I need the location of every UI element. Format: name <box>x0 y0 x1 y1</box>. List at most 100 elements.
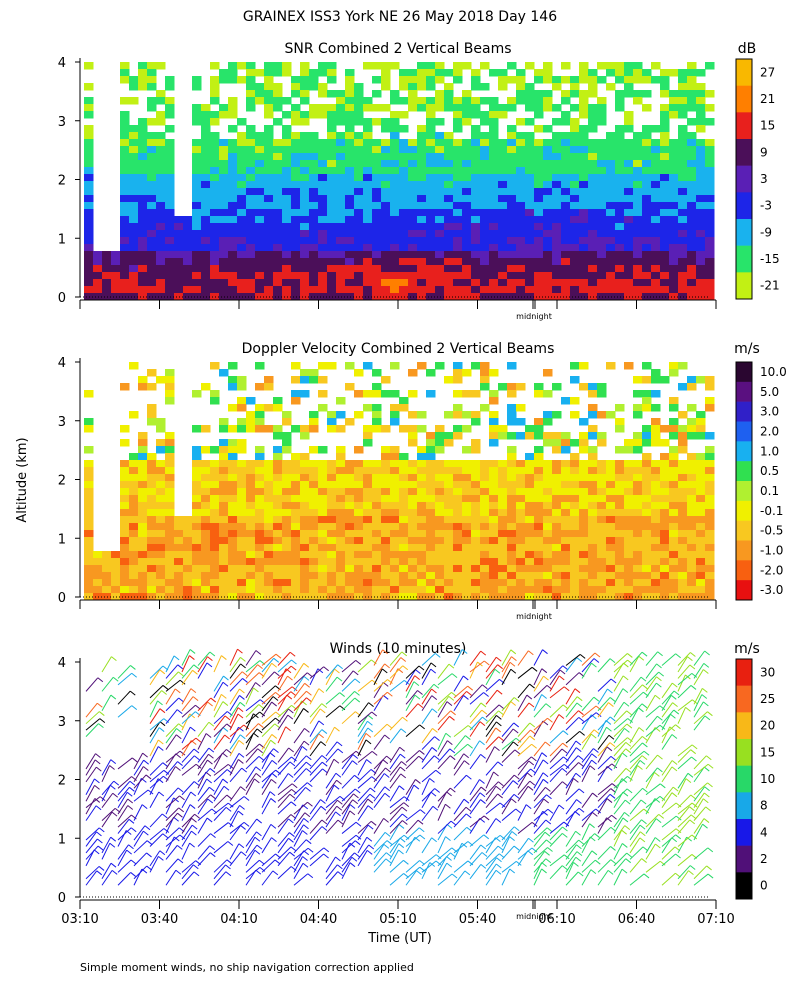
wind-barb <box>501 836 511 854</box>
data-cell <box>507 411 517 419</box>
wind-barb <box>437 701 448 718</box>
data-cell <box>201 237 211 245</box>
data-cell <box>642 174 652 182</box>
data-cell <box>246 153 256 161</box>
data-cell <box>372 383 382 391</box>
data-cell <box>390 272 400 280</box>
data-cell <box>381 509 391 517</box>
wind-barb-flag <box>386 840 393 845</box>
data-cell <box>390 551 400 559</box>
data-cell <box>588 258 598 266</box>
data-cell <box>606 586 616 594</box>
data-cell <box>480 488 490 496</box>
wind-barb <box>245 743 260 757</box>
data-cell <box>660 244 670 252</box>
data-cell <box>525 174 535 182</box>
data-cell <box>624 223 634 231</box>
wind-barb-flag <box>349 804 356 809</box>
data-cell <box>489 481 499 489</box>
data-cell <box>642 237 652 245</box>
data-cell <box>372 209 382 217</box>
data-cell <box>291 265 301 273</box>
data-cell <box>696 265 706 273</box>
data-cell <box>228 230 238 238</box>
data-cell <box>201 572 211 580</box>
wind-barb-flag <box>269 752 276 758</box>
data-cell <box>525 474 535 482</box>
wind-barb <box>357 805 369 821</box>
data-cell <box>633 153 643 161</box>
data-cell <box>201 132 211 140</box>
wind-barb <box>373 767 386 783</box>
wind-barb <box>277 793 291 809</box>
data-cell <box>201 383 211 391</box>
wind-barb-flag <box>414 675 421 681</box>
data-cell <box>219 467 229 475</box>
data-cell <box>615 565 625 573</box>
data-cell <box>336 579 346 587</box>
data-cell <box>381 572 391 580</box>
data-cell <box>318 272 328 280</box>
data-cell <box>489 160 499 168</box>
data-cell <box>516 97 526 105</box>
data-cell <box>642 188 652 196</box>
data-cell <box>570 593 580 601</box>
data-cell <box>705 104 715 112</box>
data-cell <box>687 167 697 175</box>
data-cell <box>705 593 715 601</box>
data-cell <box>219 237 229 245</box>
wind-barb <box>357 659 372 673</box>
data-cell <box>120 69 130 77</box>
wind-barb-flag <box>446 862 453 868</box>
data-cell <box>381 209 391 217</box>
wind-barb <box>469 792 481 808</box>
data-cell <box>120 251 130 259</box>
wind-barb-flag <box>221 655 227 660</box>
data-cell <box>84 425 94 433</box>
data-cell <box>633 279 643 287</box>
wind-barb-flag <box>449 755 456 761</box>
data-cell <box>408 258 418 266</box>
wind-barb-flag <box>289 851 296 857</box>
wind-barb <box>117 791 128 808</box>
data-cell <box>210 488 220 496</box>
wind-barb <box>101 676 114 692</box>
data-cell <box>525 523 535 531</box>
wind-barb-flag <box>238 759 244 764</box>
data-cell <box>579 509 589 517</box>
data-cell <box>300 579 310 587</box>
data-cell <box>381 446 391 454</box>
data-cell <box>597 293 607 301</box>
data-cell <box>228 265 238 273</box>
data-cell <box>453 432 463 440</box>
wind-barb <box>485 710 499 725</box>
data-cell <box>381 265 391 273</box>
data-cell <box>543 530 553 538</box>
colorbar-label: -2.0 <box>760 563 783 577</box>
data-cell <box>588 153 598 161</box>
data-cell <box>318 258 328 266</box>
data-cell <box>192 118 202 126</box>
data-cell <box>624 544 634 552</box>
data-cell <box>678 279 688 287</box>
data-cell <box>282 530 292 538</box>
wind-barb-flag <box>127 798 134 804</box>
data-cell <box>372 167 382 175</box>
data-cell <box>516 586 526 594</box>
data-cell <box>624 111 634 119</box>
wind-barb-flag <box>482 684 488 690</box>
wind-barb-flag <box>387 679 393 684</box>
data-cell <box>534 495 544 503</box>
wind-barb <box>165 679 181 692</box>
data-cell <box>633 544 643 552</box>
data-cell <box>210 111 220 119</box>
data-cell <box>165 286 175 294</box>
data-cell <box>543 237 553 245</box>
data-cell <box>381 174 391 182</box>
data-cell <box>579 223 589 231</box>
wind-barb <box>229 843 240 860</box>
data-cell <box>489 565 499 573</box>
data-cell <box>651 369 661 377</box>
data-cell <box>219 251 229 259</box>
data-cell <box>129 139 139 147</box>
